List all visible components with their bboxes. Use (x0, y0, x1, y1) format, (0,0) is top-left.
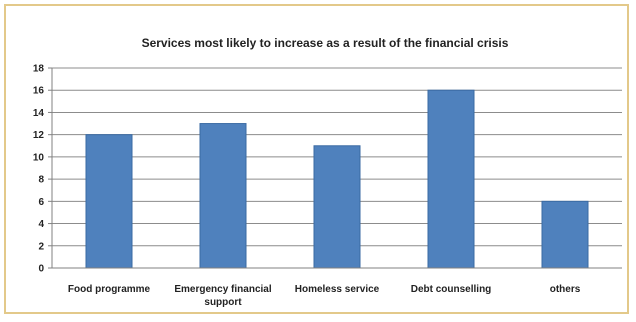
bar (199, 123, 247, 269)
y-tick-label: 16 (33, 86, 45, 97)
y-axis-ticks: 0 2 4 6 8 10 12 14 16 18 (33, 64, 52, 275)
x-category-label: Debt counselling (411, 284, 492, 295)
bar (427, 89, 475, 269)
gridlines (52, 67, 622, 247)
bars (85, 89, 589, 269)
x-category-label: Food programme (68, 284, 151, 295)
bar (541, 200, 589, 269)
y-tick-label: 4 (38, 219, 44, 230)
x-category-line: Food programme (68, 284, 151, 295)
x-category-line: support (204, 297, 242, 308)
y-tick-label: 12 (33, 130, 45, 141)
chart-title: Services most likely to increase as a re… (142, 36, 509, 50)
y-tick-label: 0 (38, 264, 44, 275)
x-category-line: Debt counselling (411, 284, 492, 295)
y-tick-label: 10 (33, 152, 45, 163)
x-category-line: Emergency financial (174, 284, 271, 295)
bar (85, 134, 133, 269)
x-category-label: others (550, 284, 581, 295)
y-tick-label: 18 (33, 64, 45, 75)
y-tick-label: 14 (33, 108, 45, 119)
y-tick-label: 2 (38, 241, 44, 252)
x-category-line: Homeless service (295, 284, 380, 295)
y-tick-label: 6 (38, 197, 44, 208)
x-axis-categories: Food programme Emergency financial support… (68, 284, 581, 308)
y-tick-label: 8 (38, 175, 44, 186)
bar (313, 145, 361, 269)
x-category-label: Emergency financial support (174, 284, 271, 308)
x-category-label: Homeless service (295, 284, 380, 295)
x-category-line: others (550, 284, 581, 295)
